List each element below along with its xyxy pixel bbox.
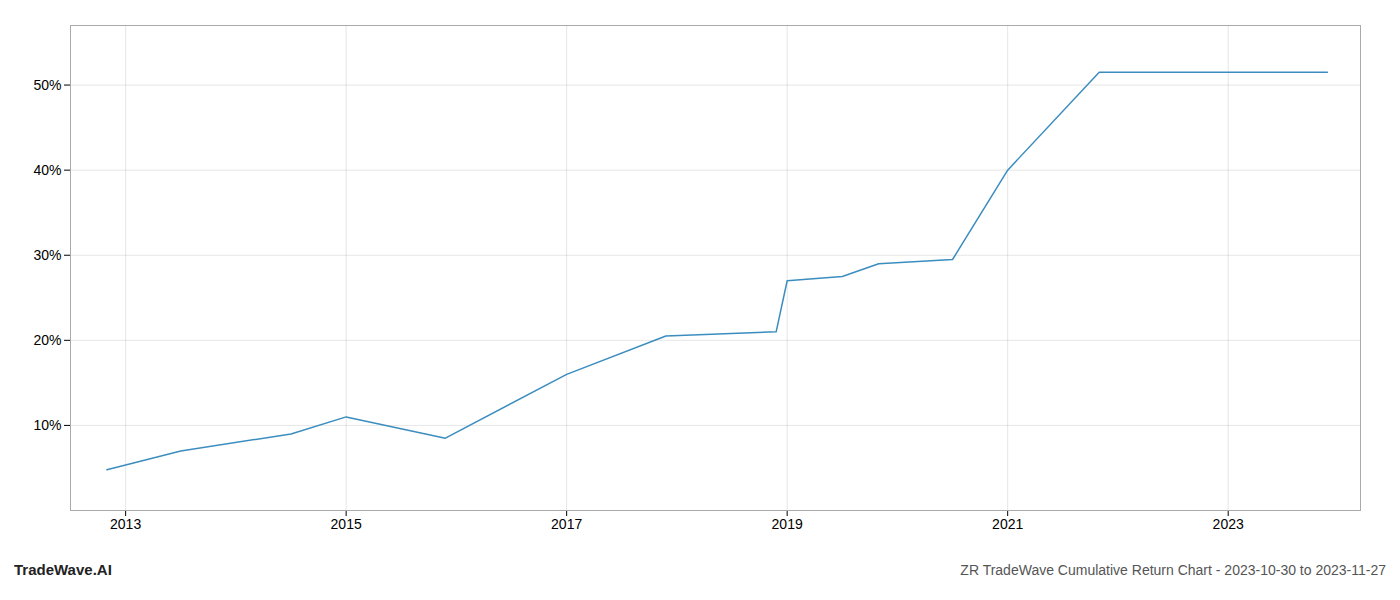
svg-text:30%: 30% (33, 247, 61, 263)
svg-text:50%: 50% (33, 77, 61, 93)
svg-text:20%: 20% (33, 332, 61, 348)
svg-text:40%: 40% (33, 162, 61, 178)
svg-text:2021: 2021 (992, 516, 1023, 532)
svg-text:10%: 10% (33, 417, 61, 433)
html-text:TradeWave.AI: TradeWave.AI (14, 561, 112, 578)
svg-text:2015: 2015 (331, 516, 362, 532)
svg-text:2019: 2019 (772, 516, 803, 532)
svg-text:2023: 2023 (1213, 516, 1244, 532)
svg-text:2013: 2013 (110, 516, 141, 532)
svg-text:2017: 2017 (551, 516, 582, 532)
html-text:ZR TradeWave Cumulative Return: ZR TradeWave Cumulative Return Chart - 2… (960, 562, 1386, 578)
